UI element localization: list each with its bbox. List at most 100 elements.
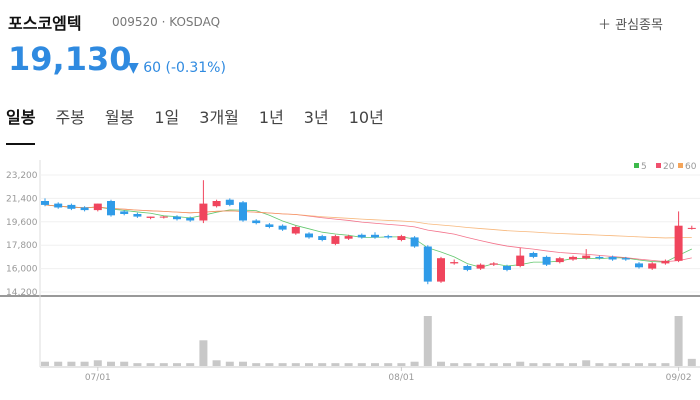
- candle-body: [186, 217, 195, 221]
- period-tabs: 일봉 주봉 월봉 1일 3개월 1년 3년 10년: [6, 104, 404, 145]
- candle-body: [371, 234, 379, 238]
- legend-label: 20: [663, 162, 675, 172]
- volume-bar: [410, 361, 419, 366]
- volume-bar: [569, 363, 577, 366]
- x-tick-label: 08/01: [388, 373, 414, 383]
- legend-swatch: [656, 163, 661, 168]
- y-tick-label: 19,600: [6, 218, 38, 228]
- volume-bar: [80, 361, 89, 366]
- change-value: 60: [143, 60, 162, 76]
- candle-body: [648, 263, 657, 269]
- candle-body: [344, 236, 353, 239]
- candle-body: [503, 266, 511, 270]
- x-tick-label: 09/02: [666, 373, 692, 383]
- candle-body: [450, 262, 459, 264]
- candle-body: [239, 202, 247, 221]
- legend-label: 5: [641, 162, 647, 172]
- volume-bar: [344, 363, 353, 366]
- volume-bar: [542, 363, 551, 366]
- candle-body: [133, 214, 142, 217]
- tab[interactable]: 3개월: [199, 108, 239, 127]
- chart: 23,200 21,400 19,600 17,800 16,000 14,200 5 20 6…: [0, 160, 700, 383]
- candle-body: [318, 236, 327, 240]
- volume-bar: [648, 363, 657, 366]
- tab[interactable]: 주봉: [55, 108, 85, 127]
- volume-bar: [384, 363, 393, 366]
- y-tick-label: 21,400: [6, 194, 38, 204]
- volume-bar: [173, 363, 181, 366]
- volume-bar: [67, 361, 76, 366]
- volume-bar: [582, 360, 591, 366]
- candle-body: [265, 224, 274, 227]
- volume-bar: [107, 361, 115, 366]
- x-tick-label: 07/01: [85, 373, 111, 383]
- volume-bar: [489, 363, 498, 366]
- volume-bar: [397, 363, 406, 366]
- price: 19,130: [8, 40, 132, 78]
- candle-body: [608, 256, 617, 260]
- candle-body: [199, 203, 208, 221]
- candle-body: [595, 256, 604, 259]
- y-tick-label: 23,200: [6, 171, 38, 181]
- y-tick-label: 17,800: [6, 241, 38, 251]
- volume-bar: [146, 363, 155, 366]
- stock-code: 009520 · KOSDAQ: [112, 15, 221, 29]
- volume-bar: [239, 361, 247, 366]
- candle-body: [621, 258, 630, 260]
- volume-bar: [93, 360, 102, 366]
- candle-body: [107, 201, 115, 216]
- candle-body: [331, 236, 340, 244]
- candle-body: [80, 207, 89, 211]
- candle-body: [661, 260, 670, 264]
- volume-bar: [252, 363, 261, 366]
- moving-average: [44, 204, 692, 268]
- volume-bar: [621, 363, 630, 366]
- tab[interactable]: 1일: [154, 108, 180, 127]
- candle-body: [252, 220, 261, 224]
- volume-bar: [278, 363, 287, 366]
- tab[interactable]: 10년: [348, 108, 384, 127]
- volume-bar: [503, 363, 511, 366]
- watch-button[interactable]: ＋ 관심종목: [598, 18, 663, 33]
- candle-body: [437, 258, 445, 282]
- tab[interactable]: 월봉: [104, 108, 135, 127]
- candle-body: [555, 258, 564, 263]
- volume-bar: [186, 363, 195, 366]
- candle-body: [225, 199, 234, 205]
- candle-body: [516, 255, 525, 266]
- volume-bar: [212, 360, 221, 366]
- volume-bar: [516, 361, 525, 366]
- volume-bar: [463, 363, 472, 366]
- volume-bar: [54, 361, 63, 366]
- candle-body: [67, 204, 76, 209]
- stock-name: 포스코엠텍: [8, 14, 82, 33]
- volume-bar: [661, 363, 670, 366]
- volume-bar: [291, 363, 300, 366]
- watch-label: 관심종목: [615, 18, 663, 33]
- volume-bar: [687, 358, 696, 366]
- change-pct: (-0.31%): [165, 60, 226, 76]
- candle-body: [54, 203, 63, 208]
- candle-body: [305, 233, 313, 238]
- volume-bar: [371, 363, 379, 366]
- candle-body: [635, 263, 643, 268]
- candle-body: [41, 201, 49, 205]
- moving-average: [44, 204, 692, 263]
- tab[interactable]: 1년: [258, 108, 284, 127]
- volume-bar: [41, 361, 49, 366]
- candle-body: [476, 264, 485, 269]
- tab[interactable]: 일봉: [6, 108, 36, 145]
- tab[interactable]: 3년: [303, 108, 329, 127]
- volume-bar: [450, 363, 459, 366]
- volume-bar: [318, 363, 327, 366]
- volume-bar: [331, 363, 340, 366]
- moving-average: [44, 204, 692, 239]
- volume-bar: [476, 363, 485, 366]
- candle-body: [173, 216, 181, 220]
- change: ▼ 60 (-0.31%): [128, 60, 226, 76]
- candle-body: [397, 236, 406, 240]
- volume-bar: [305, 363, 313, 366]
- candle-body: [278, 225, 287, 230]
- market: KOSDAQ: [169, 15, 221, 29]
- volume-bar: [529, 363, 538, 366]
